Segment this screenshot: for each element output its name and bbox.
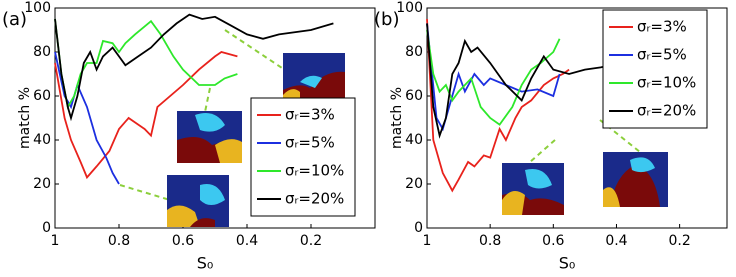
series-line: [54, 51, 238, 180]
inset-image: [603, 152, 668, 207]
connector: [119, 184, 171, 201]
y-tick-label: 0: [414, 220, 423, 236]
panel: 0 20 40 60 80 100 1 0.8 0.6 0.4 0.2 S₀ match % (b): [374, 0, 728, 273]
x-axis-label: S₀: [559, 254, 576, 273]
y-tick-label: 40: [405, 132, 423, 148]
series-line: [54, 18, 238, 110]
x-tick-label: 0.6: [542, 233, 564, 249]
series-line: [426, 29, 561, 126]
inset-image: [283, 53, 345, 103]
series-line: [54, 13, 334, 122]
y-tick-label: 100: [396, 0, 423, 16]
x-tick-label: 0.6: [172, 233, 194, 249]
y-tick-label: 80: [33, 44, 51, 60]
legend-label: σᵣ=20%: [285, 190, 344, 208]
panel: 0 20 40 60 80 100 1 0.8 0.6 0.4 0.2 S₀ match % (a): [2, 0, 376, 273]
x-tick-label: 1: [51, 233, 60, 249]
x-tick-label: 0.8: [479, 233, 501, 249]
series-line: [426, 23, 611, 139]
y-tick-label: 40: [33, 132, 51, 148]
legend-label: σᵣ=10%: [637, 74, 696, 92]
legend-label: σᵣ=3%: [637, 18, 687, 36]
x-tick-label: 0.4: [605, 233, 627, 249]
legend-label: σᵣ=5%: [637, 46, 687, 64]
x-tick-label: 0.8: [108, 233, 130, 249]
y-tick-label: 80: [405, 44, 423, 60]
connector: [224, 29, 286, 71]
x-tick-label: 0.4: [236, 233, 258, 249]
connector: [529, 139, 556, 163]
legend-label: σᵣ=5%: [285, 134, 335, 152]
y-axis-label: match %: [389, 87, 405, 149]
panel-label: (a): [2, 9, 27, 30]
y-axis-label: match %: [17, 87, 33, 149]
inset-image: [177, 111, 242, 163]
y-tick-label: 0: [42, 220, 51, 236]
legend: σᵣ=3% σᵣ=5% σᵣ=10% σᵣ=20%: [250, 97, 356, 217]
y-tick-label: 100: [24, 0, 51, 16]
inset-image: [502, 163, 564, 215]
legend-box: [602, 9, 708, 129]
y-tick-label: 60: [33, 88, 51, 104]
plot-area: [426, 7, 728, 229]
x-tick-label: 1: [423, 233, 432, 249]
y-tick-label: 60: [405, 88, 423, 104]
insets: [119, 29, 668, 227]
inset-image: [167, 175, 229, 227]
legend-label: σᵣ=3%: [285, 106, 335, 124]
panel-label: (b): [374, 9, 399, 30]
y-tick-label: 20: [33, 176, 51, 192]
connector: [204, 87, 211, 113]
x-tick-label: 0.2: [300, 233, 322, 249]
x-axis-label: S₀: [197, 254, 214, 273]
plot-area: [54, 7, 376, 229]
legend-label: σᵣ=20%: [637, 102, 696, 120]
legend-label: σᵣ=10%: [285, 162, 344, 180]
legend-box: [250, 97, 356, 217]
y-tick-label: 20: [405, 176, 423, 192]
series-line: [426, 18, 570, 193]
legend: σᵣ=3% σᵣ=5% σᵣ=10% σᵣ=20%: [602, 9, 708, 129]
x-tick-label: 0.2: [668, 233, 690, 249]
